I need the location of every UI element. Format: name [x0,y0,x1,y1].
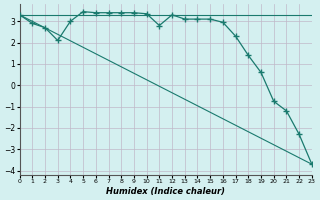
X-axis label: Humidex (Indice chaleur): Humidex (Indice chaleur) [106,187,225,196]
